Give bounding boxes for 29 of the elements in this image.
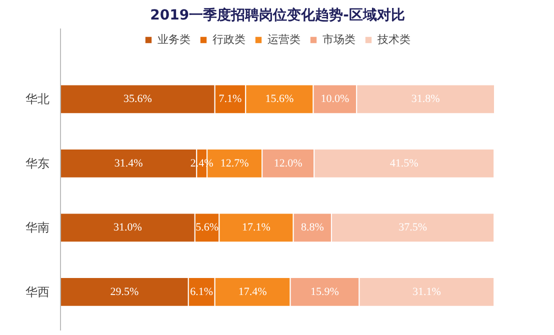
data-label: 31.0%: [113, 222, 142, 234]
legend-label: 技术类: [378, 32, 410, 47]
y-tick-label: 华南: [26, 220, 50, 235]
data-label: 6.1%: [190, 286, 214, 298]
data-label: 31.4%: [114, 157, 143, 170]
data-label: 35.6%: [123, 93, 152, 106]
data-label: 15.6%: [265, 93, 294, 106]
legend-label: 业务类: [158, 32, 190, 47]
data-label: 31.8%: [411, 93, 440, 106]
data-label: 41.5%: [390, 157, 418, 170]
data-label: 12.0%: [274, 157, 302, 170]
y-tick-label: 华西: [26, 284, 50, 299]
data-label: 29.5%: [110, 286, 139, 298]
legend-label: 运营类: [268, 32, 300, 47]
data-label: 15.9%: [310, 286, 339, 298]
data-label: 5.6%: [196, 222, 219, 234]
data-label: 17.4%: [238, 286, 267, 298]
data-label: 31.1%: [412, 286, 441, 298]
y-tick-label: 华东: [26, 156, 50, 170]
y-tick-label: 华北: [26, 92, 50, 106]
data-label: 7.1%: [218, 93, 242, 106]
data-label: 10.0%: [320, 93, 350, 106]
data-label: 8.8%: [300, 222, 324, 234]
data-label: 17.1%: [242, 222, 270, 234]
chart-title: 2019一季度招聘岗位变化趋势-区域对比: [150, 6, 405, 24]
data-label: 12.7%: [220, 157, 249, 170]
data-label: 37.5%: [398, 222, 427, 234]
legend-label: 行政类: [212, 32, 246, 47]
legend-label: 市场类: [322, 32, 356, 47]
